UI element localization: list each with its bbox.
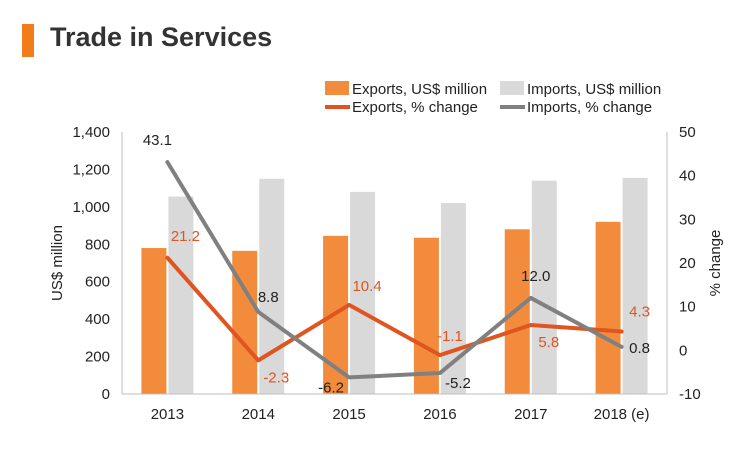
y-tick-label-0: 0 [102,386,110,403]
x-tick-label-0: 2013 [151,406,184,423]
legend-label-exports-line: Exports, % change [352,99,478,116]
y-axis-title: US$ million [49,225,66,301]
x-tick-label-2: 2015 [332,406,365,423]
exports-change-label-5: 4.3 [629,304,650,321]
y2-tick-label-6: 50 [679,124,696,141]
y2-tick-label-0: -10 [679,386,701,403]
exports-change-label-4: 5.8 [538,334,559,351]
y2-axis-title: % change [707,230,724,297]
x-tick-label-4: 2017 [514,406,547,423]
imports-bar-0 [168,196,194,394]
imports-change-line [165,160,624,380]
exports-bar-3 [413,237,439,394]
imports-change-label-3: -5.2 [445,375,471,392]
y-tick-label-2: 400 [85,311,110,328]
exports-change-label-0: 21.2 [171,228,200,245]
x-tick-label-3: 2016 [423,406,456,423]
y-tick-label-7: 1,400 [72,124,110,141]
y-tick-label-4: 800 [85,236,110,253]
exports-change-label-2: 10.4 [352,278,381,295]
exports-change-label-1: -2.3 [263,369,289,386]
legend-label-imports-bar: Imports, US$ million [527,81,661,98]
y2-tick-label-2: 10 [679,299,696,316]
y-tick-label-6: 1,200 [72,161,110,178]
imports-bar-2 [350,191,376,394]
title-accent-bar [22,24,34,57]
x-tick-label-1: 2014 [242,406,275,423]
imports-bar-4 [531,180,557,394]
exports-bar-0 [141,248,167,394]
legend-swatch-exports-bar [325,81,349,95]
y-tick-label-3: 600 [85,274,110,291]
imports-change-label-5: 0.8 [629,340,650,357]
x-tick-label-5: 2018 (e) [594,406,650,423]
imports-change-label-2: -6.2 [318,379,344,396]
legend-label-exports-bar: Exports, US$ million [352,81,487,98]
legend-swatch-imports-bar [500,81,524,95]
imports-bar-3 [440,203,466,394]
page-title: Trade in Services [50,22,273,52]
exports-change-label-3: -1.1 [437,328,463,345]
y2-tick-label-1: 0 [679,342,687,359]
imports-change-label-0: 43.1 [143,132,172,149]
y-tick-label-5: 1,000 [72,199,110,216]
exports-change-line [165,255,624,363]
imports-bar-1 [259,178,285,394]
y2-tick-label-4: 30 [679,211,696,228]
imports-bar-5 [622,177,648,394]
y2-tick-label-5: 40 [679,168,696,185]
imports-change-label-4: 12.0 [521,268,550,285]
y-tick-label-1: 200 [85,349,110,366]
y2-tick-label-3: 20 [679,255,696,272]
exports-bar-5 [595,221,621,394]
imports-change-label-1: 8.8 [258,289,279,306]
legend-label-imports-line: Imports, % change [527,99,652,116]
